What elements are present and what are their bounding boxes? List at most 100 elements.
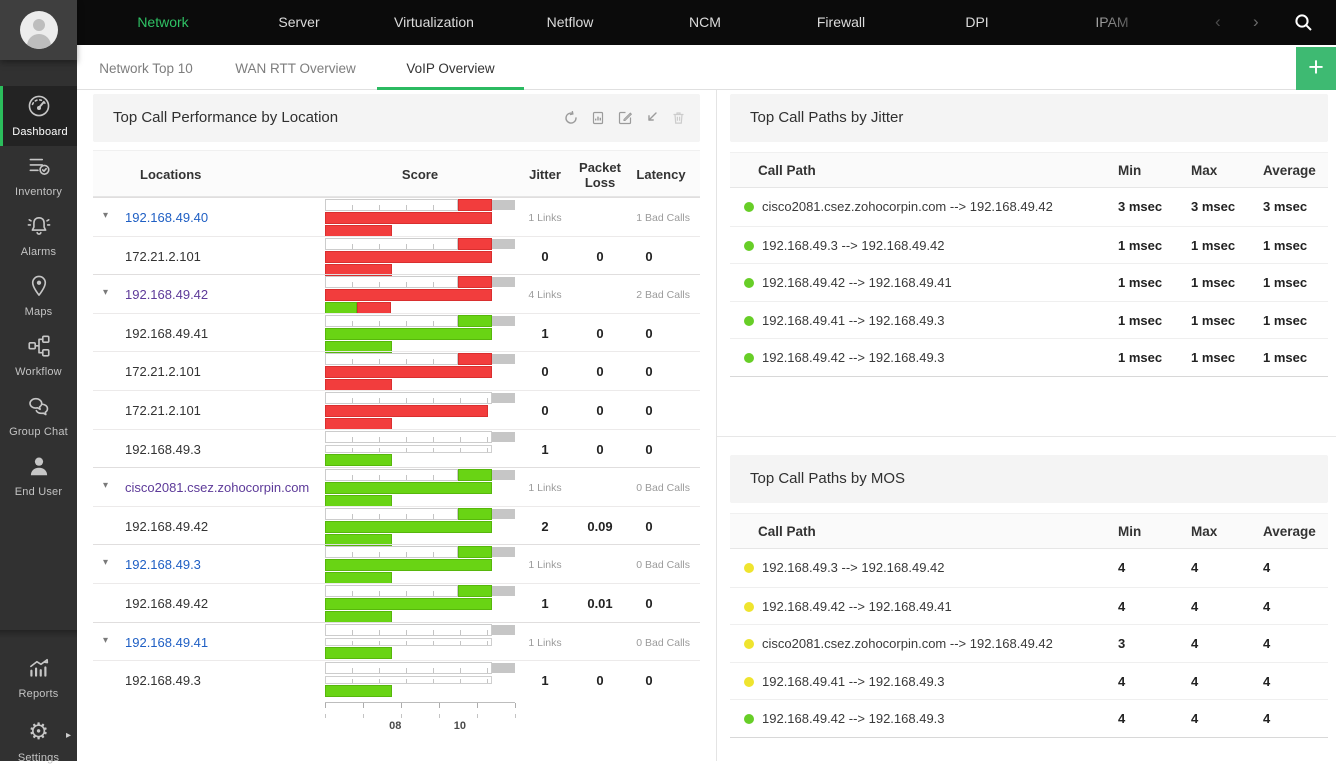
table-row[interactable]: ▾ cisco2081.csez.zohocorpin.com 1 Links 0 B…	[93, 467, 700, 508]
table-row: 192.168.49.41 1 0 0	[93, 312, 700, 353]
nav-scroll-right-icon[interactable]: ›	[1253, 12, 1259, 31]
column-average: Average	[1263, 163, 1316, 178]
sidebar-item-alarms[interactable]: Alarms	[0, 206, 77, 266]
column-locations: Locations	[140, 167, 202, 182]
expand-caret-icon[interactable]: ▾	[103, 287, 109, 299]
sidebar-item-settings[interactable]: ⚙ Settings ▸	[0, 712, 77, 772]
min-value: 4	[1118, 598, 1126, 614]
call-path-row: 192.168.49.42 --> 192.168.49.41 1 msec 1 m…	[730, 263, 1328, 301]
sidebar-item-inventory[interactable]: Inventory	[0, 146, 77, 206]
edit-icon[interactable]	[618, 111, 633, 125]
sidebar-item-end-user[interactable]: End User	[0, 446, 77, 506]
latency-value: 0	[645, 595, 653, 611]
table-row[interactable]: ▾ 192.168.49.42 4 Links 2 Bad Calls	[93, 274, 700, 315]
status-dot	[744, 563, 754, 573]
status-dot	[744, 240, 754, 251]
expand-caret-icon[interactable]: ▾	[103, 480, 109, 492]
call-path-row: 192.168.49.3 --> 192.168.49.42 4 4 4	[730, 549, 1328, 587]
call-path-row: 192.168.49.42 --> 192.168.49.3 4 4 4	[730, 699, 1328, 737]
location-link[interactable]: cisco2081.csez.zohocorpin.com	[125, 480, 310, 496]
packet-loss-value: 0	[596, 248, 604, 264]
report-chart-icon	[0, 655, 77, 683]
packet-loss-value: 0	[596, 325, 604, 341]
call-path-row: 192.168.49.41 --> 192.168.49.3 1 msec 1 ms…	[730, 300, 1328, 339]
call-path-label: 192.168.49.3 --> 192.168.49.42	[762, 560, 945, 575]
location-link[interactable]: 192.168.49.41	[125, 634, 209, 650]
call-path-label: 192.168.49.42 --> 192.168.49.41	[762, 598, 952, 614]
location-link[interactable]: 192.168.49.3	[125, 557, 201, 573]
sidebar-item-reports[interactable]: Reports	[0, 648, 77, 708]
sidebar-item-workflow[interactable]: Workflow	[0, 326, 77, 386]
status-dot	[744, 353, 754, 363]
nav-scroll-left-icon[interactable]: ‹	[1215, 12, 1221, 31]
location-name: 172.21.2.101	[125, 364, 201, 380]
top-navigation-bar: Network Server Virtualization Netflow NCM Fir…	[77, 0, 1336, 45]
topnav-item-virtualization[interactable]: Virtualization	[394, 14, 474, 30]
average-value: 1 msec	[1263, 237, 1308, 253]
topnav-item-dpi[interactable]: DPI	[965, 14, 989, 30]
call-path-label: 192.168.49.41 --> 192.168.49.3	[762, 673, 945, 689]
table-row: 172.21.2.101 0 0 0	[93, 235, 700, 276]
latency-value: 0	[645, 518, 653, 534]
min-value: 4	[1118, 560, 1126, 575]
max-value: 1 msec	[1191, 237, 1236, 253]
tab-voip-overview[interactable]: VoIP Overview	[377, 45, 524, 90]
jitter-value: 1	[541, 441, 549, 457]
table-row[interactable]: ▾ 192.168.49.40 1 Links 1 Bad Calls	[93, 197, 700, 237]
max-value: 1 msec	[1191, 312, 1236, 328]
expand-caret-icon[interactable]: ▾	[103, 210, 109, 221]
jitter-value: 0	[541, 248, 549, 264]
sidebar-item-dashboard[interactable]: Dashboard	[0, 86, 77, 146]
table-row: 192.168.49.3 1 0 0	[93, 660, 700, 699]
average-value: 4	[1263, 673, 1271, 689]
table-row[interactable]: ▾ 192.168.49.3 1 Links 0 Bad Calls	[93, 544, 700, 585]
packet-loss-value: 0	[596, 673, 604, 689]
axis-label: 08	[389, 720, 402, 732]
collapse-icon[interactable]	[645, 111, 659, 125]
topnav-item-server[interactable]: Server	[278, 14, 320, 30]
dashboard-tab-bar: Network Top 10 WAN RTT Overview VoIP Overv…	[77, 45, 1336, 90]
tab-network-top-10[interactable]: Network Top 10	[99, 61, 193, 76]
expand-caret-icon[interactable]: ▾	[103, 557, 109, 569]
call-path-label: 192.168.49.42 --> 192.168.49.3	[762, 350, 945, 365]
topnav-item-network[interactable]: Network	[137, 14, 189, 30]
sidebar: Dashboard Inventory Alarms Maps Workflow Grou…	[0, 0, 77, 764]
user-avatar[interactable]	[19, 11, 58, 49]
sidebar-item-label: Workflow	[15, 366, 62, 378]
topnav-item-netflow[interactable]: Netflow	[546, 14, 594, 30]
delete-icon[interactable]	[672, 111, 686, 125]
refresh-icon[interactable]	[564, 110, 578, 125]
location-link[interactable]: 192.168.49.40	[125, 210, 209, 225]
expand-caret-icon[interactable]: ▾	[103, 634, 109, 646]
bad-calls-label: 2 Bad Calls	[636, 289, 690, 302]
column-packet-loss: Packet Loss	[579, 160, 621, 190]
latency-value: 0	[645, 673, 653, 689]
sidebar-item-group-chat[interactable]: Group Chat	[0, 386, 77, 446]
location-panel-header: Top Call Performance by Location	[93, 94, 700, 142]
tab-wan-rtt-overview[interactable]: WAN RTT Overview	[235, 61, 356, 76]
status-dot	[744, 601, 754, 612]
topnav-item-ncm[interactable]: NCM	[689, 14, 721, 30]
max-value: 1 msec	[1191, 350, 1236, 365]
score-chart	[325, 546, 515, 585]
score-chart	[325, 430, 515, 466]
links-count-label: 4 Links	[528, 289, 562, 302]
table-row[interactable]: ▾ 192.168.49.41 1 Links 0 Bad Calls	[93, 621, 700, 661]
location-table-body: ▾ 192.168.49.40 1 Links 1 Bad Calls 172.21.2…	[93, 197, 700, 699]
topnav-item-ipam[interactable]: IPAM	[1052, 0, 1172, 45]
status-dot	[744, 315, 754, 326]
export-icon[interactable]	[591, 111, 605, 125]
call-path-label: 192.168.49.42 --> 192.168.49.3	[762, 711, 945, 726]
min-value: 1 msec	[1118, 237, 1163, 253]
add-dashboard-button[interactable]: +	[1296, 47, 1336, 90]
location-name: 172.21.2.101	[125, 402, 201, 418]
sidebar-item-label: Maps	[24, 306, 53, 318]
topnav-item-firewall[interactable]: Firewall	[816, 14, 866, 30]
search-icon[interactable]	[1293, 12, 1314, 38]
location-link[interactable]: 192.168.49.42	[125, 287, 209, 303]
jitter-table-body: cisco2081.csez.zohocorpin.com --> 192.16…	[730, 188, 1328, 377]
sidebar-item-maps[interactable]: Maps	[0, 266, 77, 326]
inventory-list-icon	[0, 153, 77, 181]
min-value: 4	[1118, 673, 1126, 689]
mos-panel-title: Top Call Paths by MOS	[750, 470, 906, 487]
